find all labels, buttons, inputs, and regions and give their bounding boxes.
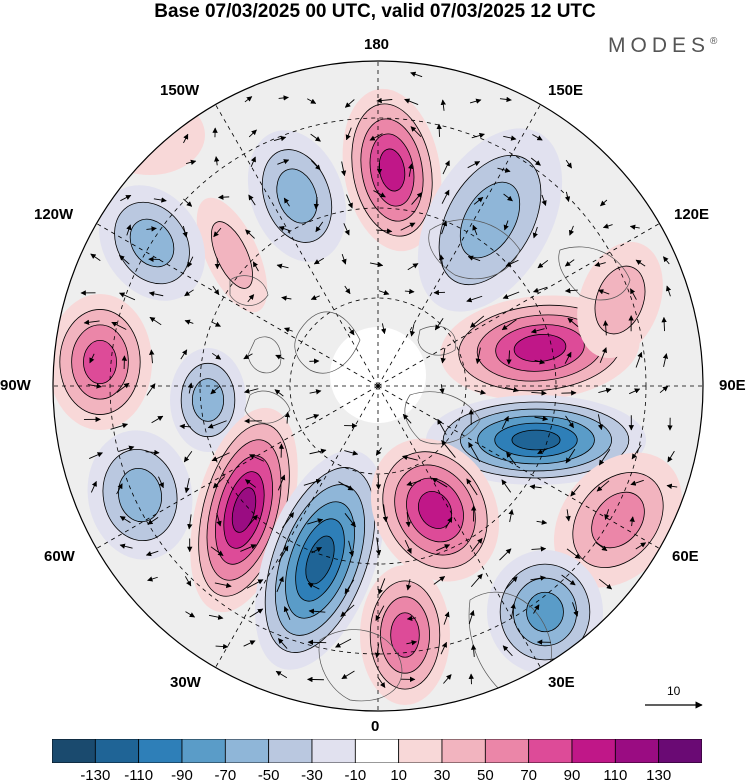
wind-arrow bbox=[219, 197, 230, 198]
colorbar-swatch bbox=[615, 739, 658, 763]
colorbar-swatch bbox=[529, 739, 572, 763]
lon-label-120e: 120E bbox=[674, 207, 709, 223]
colorbar-tick-label: -90 bbox=[171, 767, 193, 784]
colorbar-tick-label: 70 bbox=[520, 767, 537, 784]
lon-label-90w: 90W bbox=[0, 378, 31, 394]
lon-label-120w: 120W bbox=[34, 207, 73, 223]
colorbar-tick-label: 110 bbox=[603, 767, 627, 784]
colorbar-swatch bbox=[355, 739, 398, 763]
colorbar-swatch bbox=[485, 739, 528, 763]
colorbar-tick-label: 130 bbox=[646, 767, 671, 784]
lon-label-30e: 30E bbox=[548, 675, 575, 691]
colorbar-swatch bbox=[182, 739, 225, 763]
colorbar-swatch bbox=[139, 739, 182, 763]
colorbar-tick-label: 10 bbox=[390, 767, 407, 784]
lon-label-150e: 150E bbox=[548, 83, 583, 99]
colorbar-tick-label: -30 bbox=[301, 767, 323, 784]
colorbar-tick-label: -110 bbox=[124, 767, 153, 784]
colorbar-tick-label: 30 bbox=[434, 767, 451, 784]
colorbar bbox=[52, 739, 702, 763]
wind-arrow bbox=[439, 124, 440, 137]
anomaly-contour bbox=[83, 340, 116, 383]
colorbar-swatch bbox=[312, 739, 355, 763]
reference-vector-label: 10 bbox=[667, 684, 680, 698]
colorbar-tick-label: 50 bbox=[477, 767, 494, 784]
lon-label-60e: 60E bbox=[672, 549, 699, 565]
colorbar-tick-label: -50 bbox=[258, 767, 280, 784]
colorbar-swatch bbox=[269, 739, 312, 763]
lon-label-30w: 30W bbox=[170, 675, 201, 691]
anomaly-contour bbox=[391, 613, 420, 658]
colorbar-tick-label: -130 bbox=[80, 767, 110, 784]
lon-label-60w: 60W bbox=[44, 549, 75, 565]
colorbar-tick-label: -70 bbox=[214, 767, 236, 784]
anomaly-cell bbox=[360, 565, 450, 705]
anomaly-cell bbox=[48, 294, 152, 430]
colorbar-swatch bbox=[572, 739, 615, 763]
anomaly-contour bbox=[192, 379, 223, 422]
colorbar-swatch bbox=[442, 739, 485, 763]
colorbar-swatch bbox=[659, 739, 702, 763]
lon-label-150w: 150W bbox=[160, 83, 199, 99]
colorbar-swatch bbox=[52, 739, 95, 763]
colorbar-swatch bbox=[225, 739, 268, 763]
lon-label-90e: 90E bbox=[719, 378, 746, 394]
colorbar-swatch bbox=[399, 739, 442, 763]
lon-label-180: 180 bbox=[364, 37, 389, 53]
anomaly-cell bbox=[487, 550, 603, 674]
colorbar-tick-label: 90 bbox=[564, 767, 581, 784]
anomaly-contour bbox=[512, 430, 560, 450]
colorbar-tick-label: -10 bbox=[344, 767, 366, 784]
lon-label-0: 0 bbox=[371, 719, 379, 735]
colorbar-swatch bbox=[95, 739, 138, 763]
